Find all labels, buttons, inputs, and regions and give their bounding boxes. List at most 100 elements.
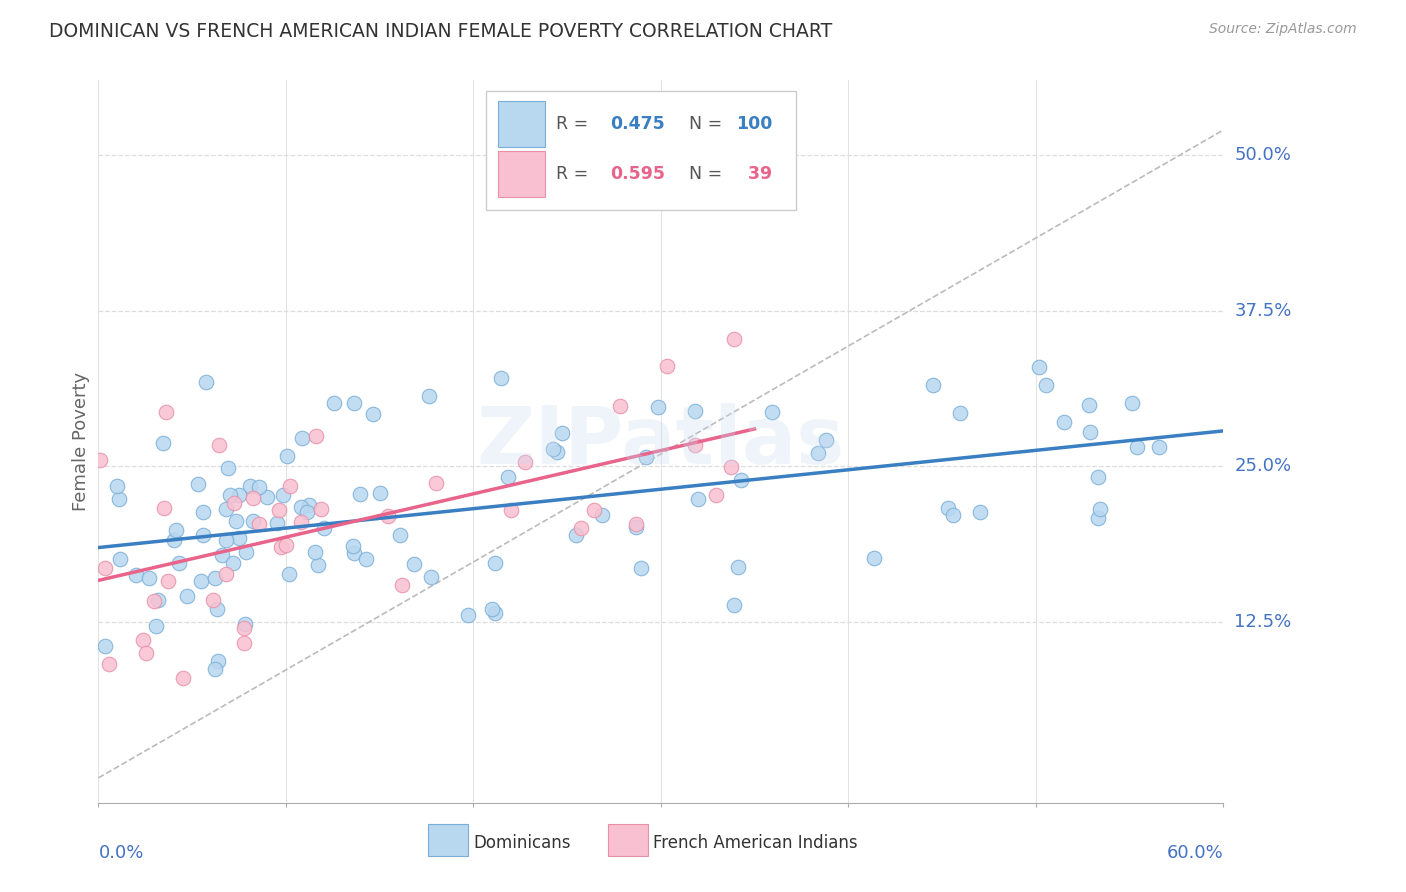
Point	[311, 502, 333, 516]
FancyBboxPatch shape	[607, 824, 648, 856]
Point	[98, 657, 121, 672]
Point	[132, 633, 155, 648]
Point	[582, 503, 605, 517]
Text: 100: 100	[737, 115, 772, 133]
Point	[591, 508, 613, 522]
Point	[551, 425, 574, 440]
Point	[349, 486, 371, 500]
Point	[1028, 359, 1050, 374]
Point	[391, 577, 413, 591]
Point	[204, 571, 226, 585]
Point	[1035, 377, 1057, 392]
Point	[1078, 425, 1101, 439]
Point	[609, 399, 631, 413]
Point	[647, 400, 669, 414]
Text: 39: 39	[737, 165, 772, 183]
Point	[565, 527, 588, 541]
Point	[228, 488, 250, 502]
Point	[107, 491, 129, 506]
Point	[418, 389, 440, 403]
Point	[1149, 440, 1171, 454]
Point	[404, 557, 426, 571]
Text: 60.0%: 60.0%	[1167, 845, 1223, 863]
Y-axis label: Female Poverty: Female Poverty	[72, 372, 90, 511]
Text: N =: N =	[689, 115, 723, 133]
Text: N =: N =	[689, 165, 723, 183]
Point	[271, 488, 294, 502]
Point	[143, 594, 166, 608]
Text: DOMINICAN VS FRENCH AMERICAN INDIAN FEMALE POVERTY CORRELATION CHART: DOMINICAN VS FRENCH AMERICAN INDIAN FEMA…	[49, 22, 832, 41]
Text: Dominicans: Dominicans	[472, 833, 571, 852]
Point	[922, 378, 945, 392]
Point	[190, 574, 212, 589]
Point	[342, 539, 364, 553]
Point	[256, 490, 278, 504]
Point	[276, 449, 298, 463]
Point	[191, 505, 214, 519]
Point	[723, 598, 745, 612]
Point	[208, 438, 231, 452]
Point	[498, 470, 520, 484]
Point	[204, 662, 226, 676]
Point	[278, 479, 301, 493]
Point	[569, 521, 592, 535]
Point	[720, 460, 742, 475]
Text: 50.0%: 50.0%	[1234, 146, 1291, 164]
Point	[215, 533, 238, 547]
Point	[145, 619, 167, 633]
Point	[235, 616, 257, 631]
Point	[152, 436, 174, 450]
Point	[655, 359, 678, 374]
Point	[270, 541, 292, 555]
Point	[194, 375, 217, 389]
Point	[239, 479, 262, 493]
Text: 0.595: 0.595	[610, 165, 665, 183]
Point	[1126, 440, 1149, 454]
Point	[222, 496, 245, 510]
Point	[205, 602, 228, 616]
Point	[269, 503, 291, 517]
FancyBboxPatch shape	[427, 824, 468, 856]
Point	[969, 505, 991, 519]
Point	[242, 514, 264, 528]
Point	[457, 607, 479, 622]
Point	[94, 561, 117, 575]
Point	[152, 500, 174, 515]
Point	[704, 488, 727, 502]
Point	[730, 473, 752, 487]
Point	[221, 556, 243, 570]
Point	[89, 452, 111, 467]
Point	[425, 475, 447, 490]
Point	[125, 568, 148, 582]
Point	[1121, 395, 1143, 409]
Point	[314, 521, 336, 535]
Point	[215, 566, 238, 581]
Text: 25.0%: 25.0%	[1234, 458, 1292, 475]
Point	[949, 406, 972, 420]
Point	[814, 433, 837, 447]
Point	[630, 561, 652, 575]
Point	[105, 479, 128, 493]
Point	[723, 332, 745, 346]
Point	[187, 476, 209, 491]
Point	[295, 505, 318, 519]
Point	[169, 556, 191, 570]
Point	[298, 498, 321, 512]
Text: ZIPatlas: ZIPatlas	[477, 402, 845, 481]
Text: 12.5%: 12.5%	[1234, 613, 1292, 632]
Text: Source: ZipAtlas.com: Source: ZipAtlas.com	[1209, 22, 1357, 37]
Point	[1087, 511, 1109, 525]
Point	[228, 531, 250, 545]
Point	[484, 556, 506, 570]
Point	[942, 508, 965, 523]
Point	[634, 450, 657, 464]
Point	[219, 488, 242, 502]
Point	[247, 516, 270, 531]
Text: 37.5%: 37.5%	[1234, 301, 1292, 319]
Text: 0.0%: 0.0%	[98, 845, 143, 863]
Point	[233, 621, 256, 635]
Point	[323, 396, 346, 410]
Point	[235, 545, 257, 559]
Point	[307, 558, 329, 573]
Point	[368, 485, 391, 500]
